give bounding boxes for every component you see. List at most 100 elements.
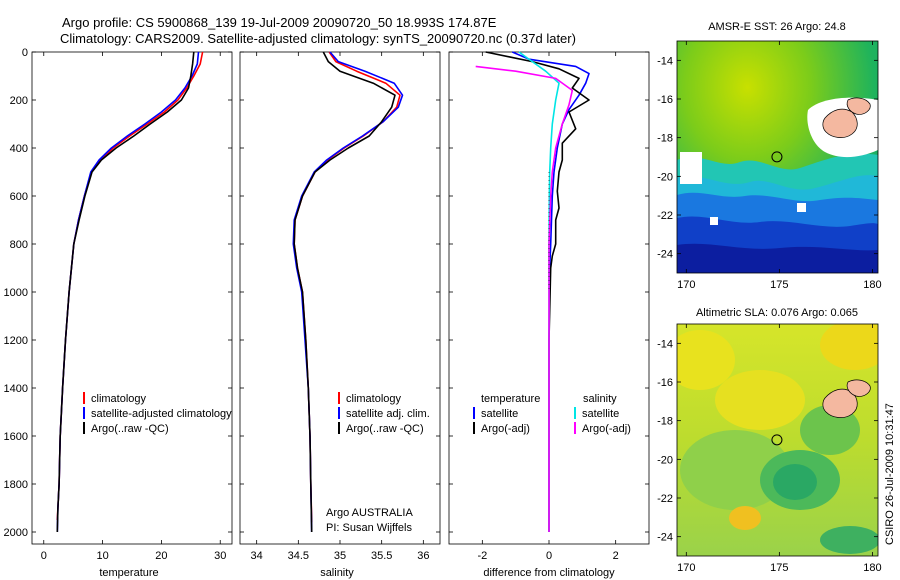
sst-xtick-label: 175: [770, 279, 788, 291]
temperature-series-satellite-adjusted-climatology: [56, 51, 200, 533]
salinity-note-pi: PI: Susan Wijffels: [326, 522, 412, 534]
salinity-xlabel: salinity: [320, 567, 354, 579]
difference-legend-temp-satellite: satellite: [481, 408, 518, 420]
temperature-ytick-label: 1800: [4, 479, 28, 491]
sst-coldest-region: [677, 243, 878, 273]
temperature-ytick-label: 1400: [4, 383, 28, 395]
sst-cloud-gap-tiny: [710, 217, 718, 225]
salinity-legend: climatology satellite adj. clim. Argo(..…: [338, 392, 430, 435]
sst-map-ticks: 170 175 180 -14 -16 -18 -20 -22 -24: [657, 41, 882, 291]
sla-xtick-label: 175: [770, 562, 788, 574]
difference-legend-sal-satellite: satellite: [582, 408, 619, 420]
sst-xtick-label: 170: [677, 279, 695, 291]
temperature-series-argo-raw-qc: [56, 51, 195, 533]
sla-ytick-label: -22: [657, 493, 673, 505]
salinity-xtick-label: 36: [417, 550, 429, 562]
salinity-xtick-label: 35: [334, 550, 346, 562]
difference-legend-temp-title: temperature: [481, 393, 540, 405]
temperature-ytick-label: 200: [10, 95, 28, 107]
sla-lowest-south: [773, 464, 817, 500]
difference-legend-temp-argo: Argo(-adj): [481, 423, 530, 435]
salinity-note-program: Argo AUSTRALIA: [326, 507, 413, 519]
temperature-ytick-label: 1200: [4, 335, 28, 347]
temperature-ytick-label: 600: [10, 191, 28, 203]
sst-map-image: [677, 41, 878, 273]
sla-map-image: [677, 324, 878, 556]
sla-high-ne: [820, 324, 878, 370]
sst-map-frame: [676, 40, 879, 274]
sst-map-title: AMSR-E SST: 26 Argo: 24.8: [708, 21, 846, 33]
temperature-lines: [56, 51, 204, 533]
temperature-legend-argo: Argo(..raw -QC): [91, 423, 169, 435]
salinity-xtick-label: 34.5: [288, 550, 309, 562]
temperature-panel: 0 10 20 30 0 200 400 600 800 1000 1200 1400 1600 1800…: [4, 47, 233, 579]
temperature-ytick-label: 1600: [4, 431, 28, 443]
difference-ticks: -2 0 2: [449, 51, 649, 562]
salinity-legend-argo: Argo(..raw -QC): [346, 423, 424, 435]
difference-series-temperature-argo-adj: [485, 51, 590, 532]
sst-ytick-label: -20: [657, 171, 673, 183]
sst-map-panel: AMSR-E SST: 26 Argo: 24.8 170 175 180 -14 -1…: [657, 21, 882, 291]
sla-ytick-label: -14: [657, 338, 673, 350]
temperature-ticks: 0 10 20 30 0 200 400 600 800 1000 1200 1400 1600 1800…: [4, 47, 232, 562]
difference-xtick-label: -2: [477, 550, 487, 562]
temperature-ytick-label: 2000: [4, 527, 28, 539]
sst-ytick-label: -18: [657, 133, 673, 145]
temperature-ytick-label: 400: [10, 143, 28, 155]
sst-cloud-gap-west: [680, 152, 702, 184]
difference-xlabel: difference from climatology: [483, 567, 615, 579]
sla-ytick-label: -16: [657, 377, 673, 389]
sla-high-south-spot: [729, 506, 761, 530]
sla-fiji-island-north: [846, 379, 871, 397]
difference-lines: [475, 51, 590, 532]
salinity-panel: 34 34.5 35 35.5 36 salinity climatology sate…: [239, 51, 441, 579]
sla-high-nw: [677, 330, 735, 390]
difference-xtick-label: 0: [546, 550, 552, 562]
sla-map-panel: Altimetric SLA: 0.076 Argo: 0.065 170 175…: [657, 307, 882, 574]
sla-ytick-label: -24: [657, 532, 673, 544]
csiro-timestamp: CSIRO 26-Jul-2009 10:31:47: [884, 403, 896, 545]
salinity-legend-satellite: satellite adj. clim.: [346, 408, 430, 420]
sla-xtick-label: 170: [677, 562, 695, 574]
temperature-ytick-label: 1000: [4, 287, 28, 299]
temperature-legend-climatology: climatology: [91, 393, 147, 405]
sla-fiji-island-large: [822, 388, 858, 418]
difference-legend: temperature satellite Argo(-adj) salinit…: [473, 393, 631, 435]
sst-ytick-label: -16: [657, 94, 673, 106]
salinity-legend-climatology: climatology: [346, 393, 402, 405]
temperature-legend-satellite: satellite-adjusted climatology: [91, 408, 232, 420]
difference-series-salinity-argo-adj: [475, 65, 574, 532]
sla-high-center: [715, 370, 805, 430]
sst-ytick-label: -24: [657, 249, 673, 261]
sst-argo-position-marker: [771, 151, 783, 163]
sst-cloud-gap-small: [797, 203, 806, 212]
sla-map-ticks: 170 175 180 -14 -16 -18 -20 -22 -24: [657, 324, 882, 574]
difference-legend-sal-title: salinity: [583, 393, 617, 405]
sla-map-frame: [676, 323, 879, 557]
sla-argo-position-marker: [771, 434, 783, 446]
sla-map-title: Altimetric SLA: 0.076 Argo: 0.065: [696, 307, 858, 319]
salinity-series-argo-raw-qc: [293, 51, 396, 533]
temperature-series-climatology: [56, 51, 204, 521]
temperature-xtick-label: 0: [41, 550, 47, 562]
difference-series-salinity-satellite: [518, 51, 560, 532]
sla-ytick-label: -20: [657, 454, 673, 466]
figure-title-line2: Climatology: CARS2009. Satellite-adjuste…: [60, 31, 576, 46]
temperature-ytick-label: 0: [22, 47, 28, 59]
sst-fiji-island-large: [822, 108, 858, 138]
sst-fiji-island-north: [846, 97, 871, 115]
figure-title-line1: Argo profile: CS 5900868_139 19-Jul-2009…: [62, 15, 497, 30]
salinity-ticks: 34 34.5 35 35.5 36: [240, 51, 440, 562]
temperature-ytick-label: 800: [10, 239, 28, 251]
difference-xtick-label: 2: [613, 550, 619, 562]
salinity-xtick-label: 34: [251, 550, 263, 562]
salinity-lines: [292, 51, 404, 533]
difference-legend-sal-argo: Argo(-adj): [582, 423, 631, 435]
sst-ytick-label: -22: [657, 210, 673, 222]
sla-ytick-label: -18: [657, 416, 673, 428]
temperature-xlabel: temperature: [99, 567, 158, 579]
temperature-legend: climatology satellite-adjusted climatolo…: [83, 392, 232, 435]
temperature-xtick-label: 10: [96, 550, 108, 562]
sst-xtick-label: 180: [863, 279, 881, 291]
sla-xtick-label: 180: [863, 562, 881, 574]
